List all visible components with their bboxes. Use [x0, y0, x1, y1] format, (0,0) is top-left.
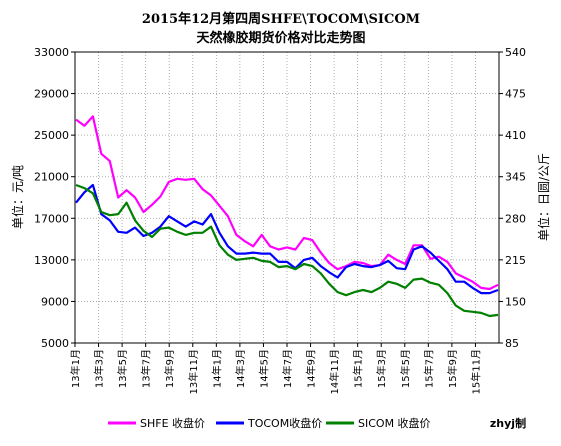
y-right-tick-label: 215 [505, 254, 526, 267]
y-right-tick-label: 540 [505, 46, 526, 59]
legend-label-0: SHFE 收盘价 [140, 416, 205, 430]
y-right-tick-label: 345 [505, 171, 526, 184]
y-left-tick-label: 21000 [34, 171, 69, 184]
legend-label-2: SICOM 收盘价 [358, 416, 431, 430]
x-tick-label: 13年5月 [116, 349, 129, 388]
y-right-tick-label: 85 [505, 337, 519, 350]
x-tick-label: 15年5月 [399, 349, 412, 388]
chart-subtitle: 天然橡胶期货价格对比走势图 [196, 30, 365, 46]
y-axis-left: 5000 9000 13000 17000 21000 25000 29000 33000 [34, 46, 75, 350]
y-right-tick-label: 410 [505, 129, 526, 142]
y-left-tick-label: 5000 [41, 337, 69, 350]
x-tick-label: 13年7月 [140, 349, 153, 388]
x-tick-label: 15年3月 [375, 349, 388, 388]
x-tick-label: 15年11月 [469, 349, 482, 394]
legend: SHFE 收盘价 TOCOM收盘价 SICOM 收盘价 [108, 416, 431, 430]
series-line-2 [75, 183, 499, 318]
series-line-1 [75, 183, 499, 295]
x-tick-label: 14年3月 [234, 349, 247, 388]
plot-frame [74, 51, 500, 344]
y-right-tick-label: 280 [505, 212, 526, 225]
x-tick-label: 15年9月 [446, 349, 459, 388]
x-tick-label: 13年9月 [163, 349, 176, 388]
credit-label: zhyj制 [490, 416, 526, 430]
y-right-tick-label: 475 [505, 88, 526, 101]
y-left-tick-label: 33000 [34, 46, 69, 59]
y-axis-right: 85 150 215 280 345 410 475 540 [499, 46, 526, 350]
x-tick-label: 14年1月 [210, 349, 223, 388]
x-tick-label: 13年1月 [69, 349, 82, 388]
series-line-0 [75, 115, 499, 291]
grid [75, 52, 499, 343]
y-axis-right-label: 单位：日圆/公斤 [536, 153, 551, 241]
y-left-tick-label: 9000 [41, 295, 69, 308]
x-tick-label: 14年5月 [257, 349, 270, 388]
y-left-tick-label: 25000 [34, 129, 69, 142]
series-lines [75, 115, 499, 318]
x-tick-label: 15年1月 [352, 349, 365, 388]
x-tick-label: 14年11月 [328, 349, 341, 394]
chart-title: 2015年12月第四周SHFE\TOCOM\SICOM [142, 11, 420, 27]
x-axis: 13年1月 13年3月 13年5月 13年7月 13年9月 13年11月 14年1月 14年3… [69, 343, 482, 394]
x-tick-label: 13年11月 [187, 349, 200, 394]
x-tick-label: 14年7月 [281, 349, 294, 388]
x-tick-label: 13年3月 [93, 349, 106, 388]
y-left-tick-label: 29000 [34, 88, 69, 101]
y-left-tick-label: 13000 [34, 254, 69, 267]
y-axis-left-label: 单位：元/吨 [10, 165, 25, 229]
x-tick-label: 15年7月 [422, 349, 435, 388]
x-tick-label: 14年9月 [305, 349, 318, 388]
legend-label-1: TOCOM收盘价 [247, 416, 322, 430]
y-right-tick-label: 150 [505, 295, 526, 308]
y-left-tick-label: 17000 [34, 212, 69, 225]
